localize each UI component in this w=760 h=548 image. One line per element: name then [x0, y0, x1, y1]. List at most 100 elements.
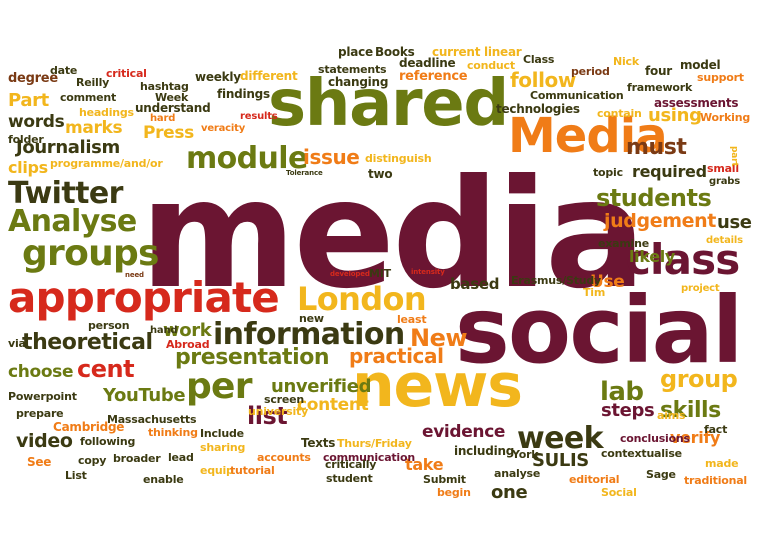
word-tutorial: tutorial	[230, 464, 275, 477]
word-information: information	[213, 317, 405, 352]
word-support: support	[697, 71, 744, 84]
word-one: one	[491, 482, 528, 503]
word-including: including	[454, 444, 515, 458]
word-submit: Submit	[423, 473, 466, 486]
word-sage: Sage	[646, 468, 676, 481]
word-via: via	[8, 337, 26, 350]
word-use: use	[717, 212, 752, 233]
word-required: required	[632, 162, 707, 181]
word-choose: choose	[8, 362, 74, 382]
word-reference: reference	[399, 69, 468, 84]
word-unverified: unverified	[271, 376, 372, 397]
word-london: London	[297, 280, 427, 318]
word-social: Social	[601, 486, 637, 499]
word-theoretical: theoretical	[22, 330, 153, 355]
word-cambridge: Cambridge	[53, 420, 125, 434]
word-hand: hand	[150, 325, 178, 336]
word-conclusions: conclusions	[620, 432, 690, 445]
word-students: students	[596, 184, 712, 212]
word-analyse: Analyse	[8, 204, 137, 239]
word-different: different	[240, 69, 298, 83]
word-include: Include	[200, 427, 244, 440]
word-content: content	[297, 395, 369, 415]
word-project: project	[681, 283, 720, 294]
word-degree: degree	[8, 71, 58, 86]
word-erasmus-study: Erasmus/Study	[511, 274, 601, 287]
word-evidence: evidence	[422, 422, 506, 442]
word-appropriate: appropriate	[8, 273, 280, 322]
word-developed: developed	[330, 270, 370, 278]
word-weekly: weekly	[195, 70, 241, 84]
word-university: university	[248, 405, 309, 418]
word-must: must	[626, 135, 687, 160]
word-module: module	[186, 141, 308, 176]
word-take: take	[405, 455, 444, 474]
word-cent: cent	[77, 355, 135, 383]
word-steps: steps	[601, 400, 655, 421]
word-understand: understand	[135, 101, 211, 115]
word-distinguish: distinguish	[365, 152, 432, 165]
word-place: place	[338, 45, 373, 59]
word-topic: topic	[593, 166, 623, 179]
word-thurs-friday: Thurs/Friday	[337, 437, 412, 450]
word-veracity: veracity	[201, 123, 246, 134]
word-aims: aims	[657, 409, 686, 422]
word-linear: linear	[484, 45, 522, 59]
word-clips: clips	[8, 158, 48, 177]
word-mit: MIT	[369, 267, 391, 280]
word-communication: communication	[323, 451, 415, 464]
word-two: two	[368, 167, 393, 181]
word-media: media	[140, 148, 646, 322]
word-assessments: assessments	[654, 96, 739, 110]
word-nick: Nick	[613, 55, 639, 68]
word-critically: critically	[325, 458, 377, 471]
word-presentation: presentation	[175, 345, 330, 370]
word-abroad: Abroad	[166, 338, 210, 351]
word-made: made	[705, 457, 739, 470]
word-traditional: traditional	[684, 474, 747, 487]
word-examine: examine	[598, 237, 649, 250]
word-four: four	[645, 64, 672, 78]
word-skills: skills	[660, 398, 721, 423]
word-current: current	[432, 45, 481, 59]
word-lead: lead	[168, 451, 194, 464]
word-date: date	[50, 64, 78, 77]
word-following: following	[80, 435, 136, 448]
word-thinking: thinking	[148, 426, 198, 439]
word-use: Use	[590, 272, 625, 292]
word-media: Media	[508, 108, 668, 164]
word-based: based	[450, 275, 500, 293]
word-prepare: prepare	[16, 407, 64, 420]
word-week: Week	[155, 91, 189, 104]
word-sharing: sharing	[200, 441, 246, 454]
word-communication: Communication	[530, 89, 624, 102]
word-verify: verify	[670, 428, 721, 447]
word-texts: Texts	[301, 436, 336, 450]
word-list: list	[247, 402, 288, 430]
word-small: small	[707, 162, 739, 175]
word-news: news	[352, 351, 523, 421]
word-marks: marks	[65, 118, 123, 138]
word-least: least	[397, 313, 427, 326]
word-sulis: SULIS	[532, 450, 589, 471]
word-contextualise: contextualise	[601, 447, 682, 460]
word-powerpoint: Powerpoint	[8, 390, 77, 403]
word-analyse: analyse	[494, 467, 541, 480]
word-intensity: intensity	[411, 268, 445, 276]
word-per: per	[186, 366, 252, 407]
word-part: Part	[8, 90, 49, 111]
word-findings: findings	[217, 87, 270, 101]
word-critical: critical	[106, 67, 147, 80]
word-tolerance: Tolerance	[286, 169, 323, 177]
word-massachusetts: Massachusetts	[107, 413, 197, 426]
word-class: class	[626, 235, 740, 284]
word-see: See	[27, 455, 52, 469]
word-details: details	[706, 235, 743, 246]
word-deadline: deadline	[399, 56, 456, 70]
word-conduct: conduct	[467, 59, 515, 72]
word-work: work	[163, 320, 212, 341]
word-statements: statements	[318, 63, 387, 76]
word-changing: changing	[328, 75, 389, 89]
word-comment: comment	[60, 91, 117, 104]
